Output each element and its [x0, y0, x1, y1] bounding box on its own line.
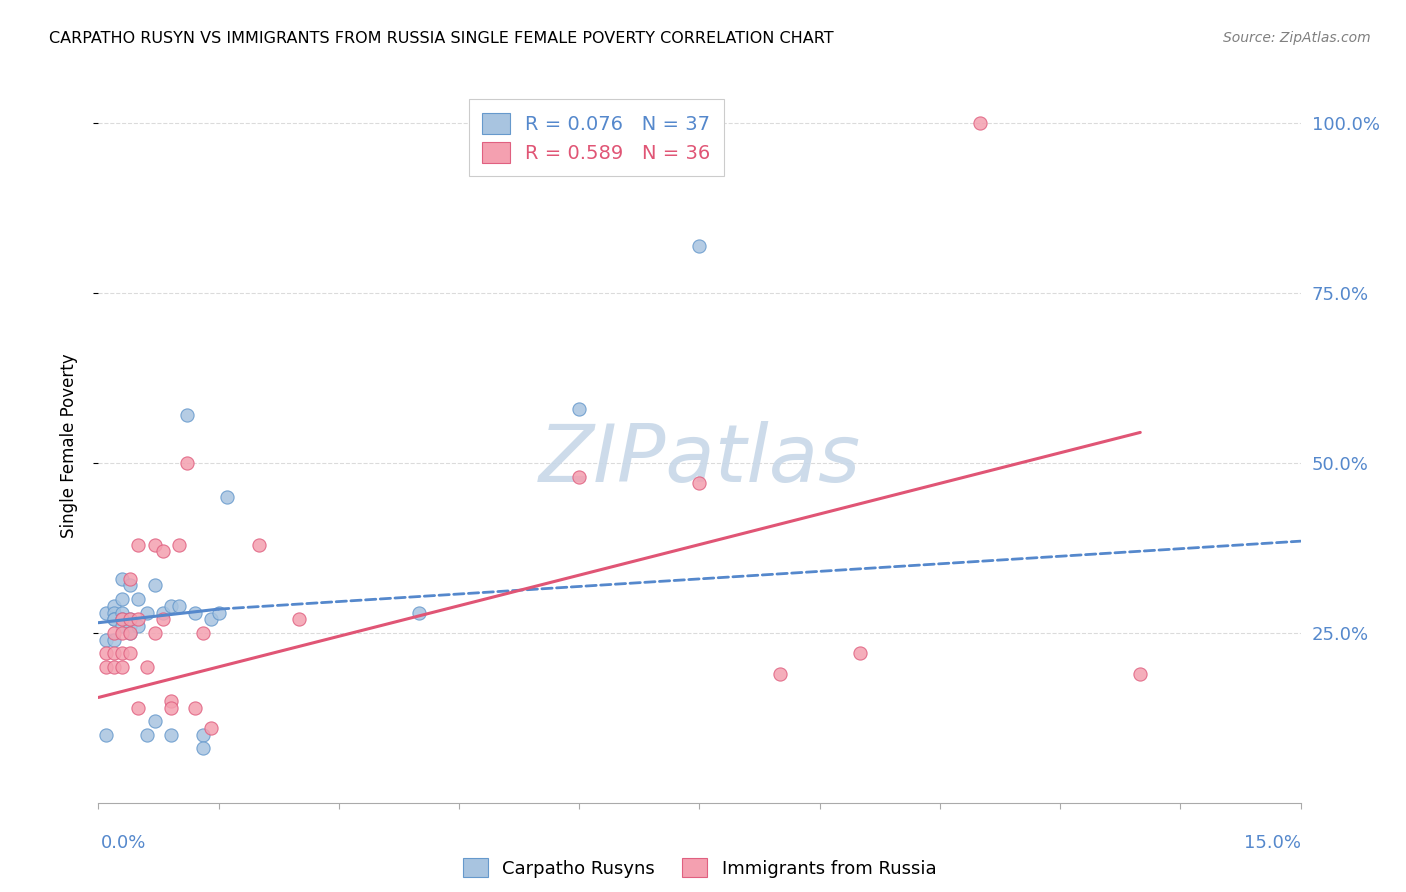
Point [191, 626, 214, 640]
Point [120, 572, 142, 586]
Point [969, 116, 991, 130]
Point [103, 612, 125, 626]
Point [120, 612, 142, 626]
Point [128, 700, 150, 714]
Point [111, 606, 134, 620]
Text: Source: ZipAtlas.com: Source: ZipAtlas.com [1223, 31, 1371, 45]
Point [191, 741, 214, 756]
Point [191, 728, 214, 742]
Point [135, 606, 157, 620]
Point [183, 700, 205, 714]
Point [103, 599, 125, 613]
Point [128, 619, 150, 633]
Point [689, 476, 711, 491]
Point [769, 666, 792, 681]
Point [568, 401, 591, 416]
Point [96, 606, 118, 620]
Point [176, 456, 198, 470]
Point [111, 612, 134, 626]
Point [128, 591, 150, 606]
Legend: Carpatho Rusyns, Immigrants from Russia: Carpatho Rusyns, Immigrants from Russia [454, 849, 945, 887]
Text: 15.0%: 15.0% [1243, 834, 1301, 852]
Point [120, 626, 142, 640]
Point [96, 728, 118, 742]
Point [849, 646, 872, 660]
Point [96, 632, 118, 647]
Point [103, 632, 125, 647]
Point [689, 238, 711, 252]
Point [111, 626, 134, 640]
Point [111, 660, 134, 674]
Point [152, 544, 174, 558]
Point [288, 612, 311, 626]
Point [159, 728, 181, 742]
Point [103, 660, 125, 674]
Point [208, 606, 231, 620]
Point [111, 612, 134, 626]
Point [159, 700, 181, 714]
Text: ZIPatlas: ZIPatlas [538, 421, 860, 500]
Text: CARPATHO RUSYN VS IMMIGRANTS FROM RUSSIA SINGLE FEMALE POVERTY CORRELATION CHART: CARPATHO RUSYN VS IMMIGRANTS FROM RUSSIA… [49, 31, 834, 46]
Point [120, 612, 142, 626]
Point [135, 728, 157, 742]
Point [159, 599, 181, 613]
Point [167, 537, 190, 551]
Point [103, 612, 125, 626]
Point [159, 694, 181, 708]
Point [103, 606, 125, 620]
Point [120, 578, 142, 592]
Point [215, 490, 238, 504]
Point [143, 626, 166, 640]
Point [200, 721, 222, 735]
Point [120, 619, 142, 633]
Point [143, 537, 166, 551]
Point [176, 409, 198, 423]
Point [111, 619, 134, 633]
Point [247, 537, 270, 551]
Point [152, 606, 174, 620]
Point [96, 646, 118, 660]
Point [167, 599, 190, 613]
Point [143, 578, 166, 592]
Y-axis label: Single Female Poverty: Single Female Poverty [59, 354, 77, 538]
Point [103, 646, 125, 660]
Point [568, 469, 591, 483]
Point [128, 612, 150, 626]
Point [408, 606, 430, 620]
Point [135, 660, 157, 674]
Point [200, 612, 222, 626]
Point [111, 572, 134, 586]
Point [152, 612, 174, 626]
Point [120, 626, 142, 640]
Point [183, 606, 205, 620]
Point [96, 660, 118, 674]
Point [1129, 666, 1152, 681]
Point [128, 537, 150, 551]
Point [111, 591, 134, 606]
Point [111, 646, 134, 660]
Point [143, 714, 166, 729]
Text: 0.0%: 0.0% [101, 834, 146, 852]
Point [103, 626, 125, 640]
Point [120, 646, 142, 660]
